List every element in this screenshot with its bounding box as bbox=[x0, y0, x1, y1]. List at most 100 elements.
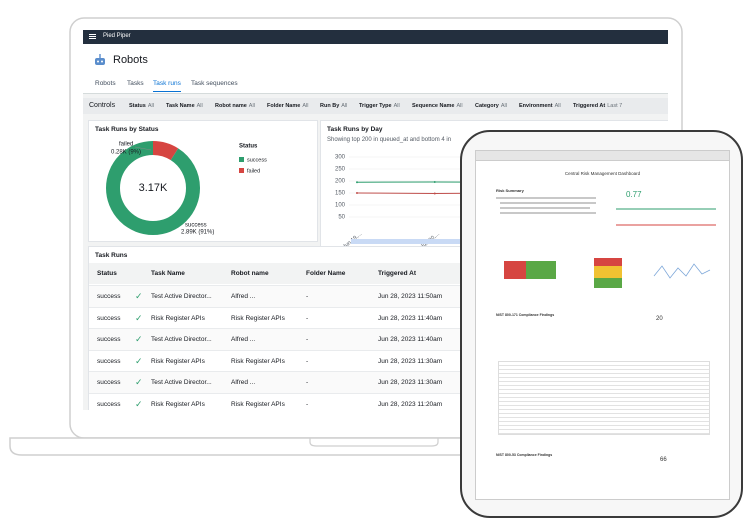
callout-value: 0.28K (9%) bbox=[111, 150, 141, 156]
filter[interactable]: Trigger Type All bbox=[359, 103, 400, 109]
top-bar: Pied Piper bbox=[83, 30, 668, 44]
filter-value: All bbox=[500, 103, 507, 109]
filter-value: All bbox=[554, 103, 561, 109]
column-header: Task Name bbox=[151, 270, 185, 277]
filter-label: Task Name bbox=[166, 103, 195, 109]
cell: Risk Register APIs bbox=[231, 400, 285, 408]
filter-label: Sequence Name bbox=[412, 103, 455, 109]
callout-name: failed bbox=[119, 142, 133, 148]
filter[interactable]: Folder Name All bbox=[267, 103, 308, 109]
text-line bbox=[500, 212, 596, 214]
column-header: Status bbox=[97, 270, 117, 277]
controls-label: Controls bbox=[89, 102, 116, 109]
filter[interactable]: Robot name All bbox=[215, 103, 255, 109]
donut-segment bbox=[106, 141, 200, 235]
cell: Risk Register APIs bbox=[151, 400, 205, 408]
filter[interactable]: Run By All bbox=[320, 103, 347, 109]
cell: Risk Register APIs bbox=[231, 314, 285, 322]
callout-value: 2.89K (91%) bbox=[181, 230, 214, 236]
cell: Test Active Director... bbox=[151, 293, 212, 300]
findings-table bbox=[498, 361, 710, 435]
filter[interactable]: Category All bbox=[475, 103, 507, 109]
filter[interactable]: Sequence Name All bbox=[412, 103, 463, 109]
y-tick-label: 300 bbox=[335, 155, 346, 161]
filter-label: Environment bbox=[519, 103, 553, 109]
score: 0.77 bbox=[626, 190, 642, 199]
mini-lines bbox=[616, 208, 716, 226]
cell: Risk Register APIs bbox=[231, 357, 285, 365]
column-header: Robot name bbox=[231, 270, 269, 277]
filter-value: All bbox=[302, 103, 309, 109]
text-line bbox=[500, 207, 590, 209]
column-header: Folder Name bbox=[306, 270, 346, 277]
cell: success bbox=[97, 336, 121, 343]
column-header: Triggered At bbox=[378, 270, 417, 277]
filter-label: Triggered At bbox=[573, 103, 606, 109]
app-name: Pied Piper bbox=[103, 33, 131, 39]
point bbox=[356, 181, 358, 184]
cell: - bbox=[306, 357, 309, 365]
cell: success bbox=[97, 357, 121, 365]
check-icon: ✓ bbox=[135, 355, 143, 366]
robot-icon bbox=[95, 54, 105, 65]
menu-icon[interactable] bbox=[89, 34, 96, 35]
mini-charts bbox=[504, 258, 711, 288]
cell: Test Active Director... bbox=[151, 379, 212, 386]
check-icon: ✓ bbox=[135, 291, 143, 301]
page-title: Robots bbox=[113, 54, 148, 66]
cell: success bbox=[97, 400, 121, 408]
header bbox=[83, 44, 668, 94]
legend-title: Status bbox=[239, 144, 258, 150]
cell: Alfred ... bbox=[231, 336, 256, 343]
findings-count: 20 bbox=[656, 316, 663, 322]
y-tick-label: 250 bbox=[335, 167, 346, 173]
point bbox=[356, 192, 358, 194]
cell: Risk Register APIs bbox=[151, 357, 205, 365]
filter-value: All bbox=[196, 103, 203, 109]
legend-label[interactable]: failed bbox=[247, 168, 260, 174]
donut-chart: 3.17K failed 0.28K (9%) success 2.89K (91%) S… bbox=[106, 141, 267, 236]
filter-label: Trigger Type bbox=[359, 103, 392, 109]
filter-value: All bbox=[456, 103, 463, 109]
panel-title: Task Runs by Day bbox=[327, 126, 383, 133]
cell: Jun 28, 2023 11:40am bbox=[378, 336, 443, 343]
check-icon: ✓ bbox=[135, 377, 143, 387]
cell: - bbox=[306, 379, 309, 386]
filter-label: Category bbox=[475, 103, 499, 109]
filter[interactable]: Triggered At Last 7 bbox=[573, 103, 622, 109]
cell: Jun 28, 2023 11:30am bbox=[378, 357, 443, 365]
filter[interactable]: Task Name All bbox=[166, 103, 203, 109]
filter-bar: Controls Status All Task Name All Robot name… bbox=[83, 98, 668, 114]
panel-title: Task Runs by Status bbox=[95, 126, 159, 133]
tab[interactable]: Task sequences bbox=[191, 80, 238, 87]
y-tick-label: 150 bbox=[335, 191, 346, 197]
filter[interactable]: Status All bbox=[129, 103, 154, 109]
filter-value: All bbox=[248, 103, 255, 109]
browser-bar bbox=[476, 151, 729, 161]
filter-label: Status bbox=[129, 103, 146, 109]
tablet: Central Risk Management Dashboard Risk S… bbox=[460, 130, 743, 518]
legend-swatch bbox=[239, 157, 244, 162]
cell: - bbox=[306, 293, 309, 300]
callout-line bbox=[134, 146, 152, 151]
tab[interactable]: Robots bbox=[95, 80, 116, 87]
panel-title: Task Runs bbox=[95, 252, 128, 259]
donut-total: 3.17K bbox=[139, 182, 168, 194]
filter-value: All bbox=[393, 103, 400, 109]
cell: Risk Register APIs bbox=[151, 314, 205, 322]
donut-panel: Task Runs by Status 3.17K failed 0.28K (9%… bbox=[88, 120, 318, 242]
legend-label[interactable]: success bbox=[247, 157, 267, 163]
dashboard-title: Central Risk Management Dashboard bbox=[564, 171, 641, 176]
filter[interactable]: Environment All bbox=[519, 103, 561, 109]
filter-value: Last 7 bbox=[607, 103, 623, 109]
filter-label: Robot name bbox=[215, 103, 247, 109]
y-tick-label: 100 bbox=[335, 203, 346, 209]
y-tick-label: 50 bbox=[338, 215, 345, 221]
cell: - bbox=[306, 400, 309, 408]
tablet-screen: Central Risk Management Dashboard Risk S… bbox=[475, 150, 730, 500]
check-icon: ✓ bbox=[135, 312, 143, 323]
cell: success bbox=[97, 293, 121, 300]
filter-value: All bbox=[341, 103, 348, 109]
tab[interactable]: Tasks bbox=[127, 80, 144, 87]
tab[interactable]: Task runs bbox=[153, 80, 181, 92]
